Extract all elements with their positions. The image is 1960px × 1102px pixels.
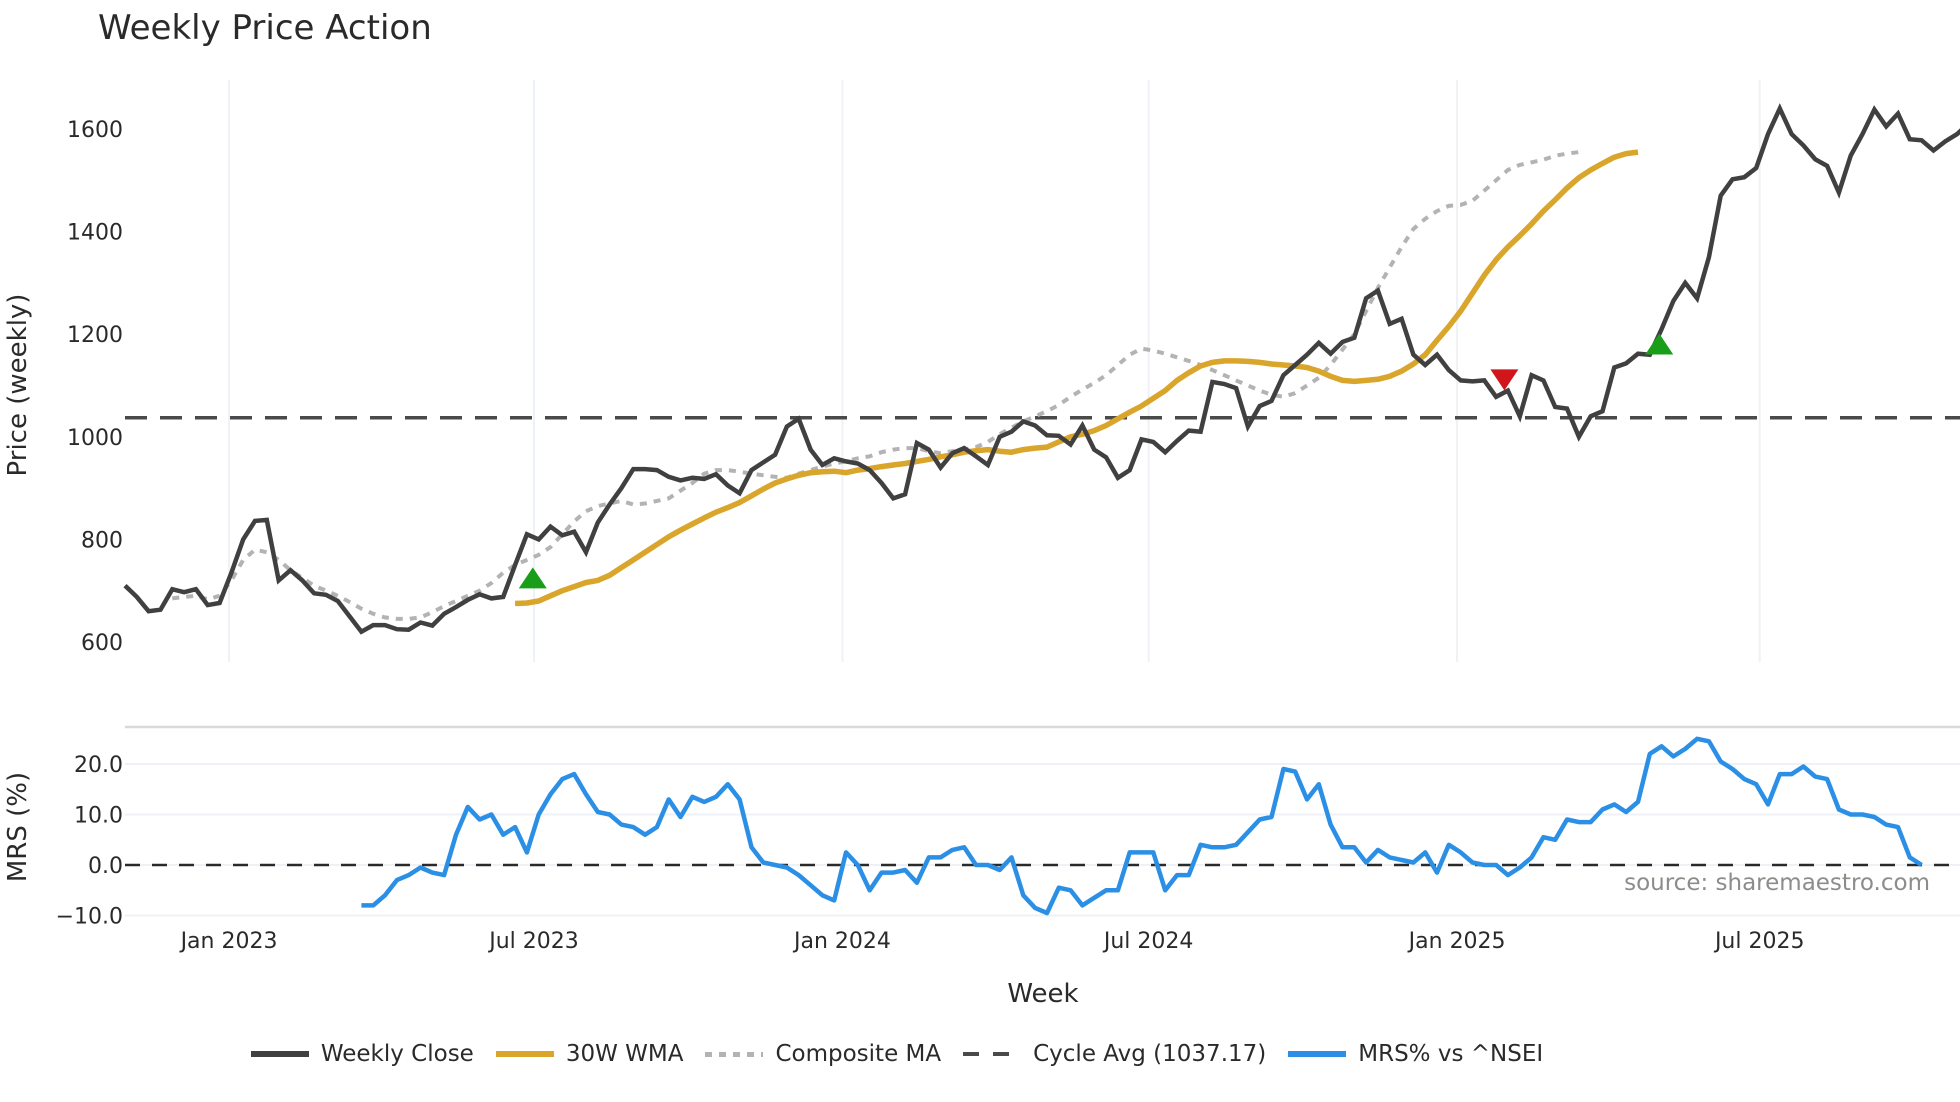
price-axis-ticks: 600 800 1000 1200 1400 1600 [67,118,123,656]
legend-label: Cycle Avg (1037.17) [1033,1041,1267,1067]
mrs-axis-ticks: −10.0 0.0 10.0 20.0 [56,753,123,930]
x-axis-title: Week [1007,979,1078,1009]
legend-label: 30W WMA [565,1041,684,1067]
mrs-tick-label: 10.0 [74,804,123,829]
x-tick-label: Jan 2023 [179,929,278,954]
legend-item-mrs[interactable]: MRS% vs ^NSEI [1288,1041,1543,1067]
x-tick-label: Jan 2025 [1407,929,1506,954]
sell-triangle-icon [1490,369,1519,391]
price-tick-label: 1600 [67,118,123,143]
buy-triangle-icon [1645,333,1674,355]
weekly-close-line [123,103,1960,635]
legend-item-cycle-avg[interactable]: Cycle Avg (1037.17) [963,1041,1266,1067]
legend-item-composite-ma[interactable]: Composite MA [705,1041,941,1067]
signal-markers [518,333,1674,589]
mrs-tick-label: 0.0 [88,854,123,879]
price-tick-label: 800 [81,528,123,553]
mrs-line [361,736,1923,916]
mrs-tick-label: −10.0 [56,905,123,930]
source-label: source: sharemaestro.com [1624,870,1930,896]
price-gridlines [228,80,1761,662]
buy-triangle-icon [518,567,547,589]
chart-title: Weekly Price Action [98,8,432,48]
x-tick-label: Jan 2024 [792,929,891,954]
mrs-axis-title: MRS (%) [3,772,33,882]
price-tick-label: 1200 [67,323,123,348]
weekly-close-swatch-icon [250,1051,309,1057]
legend-label: MRS% vs ^NSEI [1358,1041,1544,1067]
price-tick-label: 1000 [67,426,123,451]
mrs-tick-label: 20.0 [74,753,123,778]
legend-item-weekly-close[interactable]: Weekly Close [250,1041,474,1067]
wma-30w-line [514,149,1639,607]
price-tick-label: 1400 [67,221,123,246]
price-tick-label: 600 [81,631,123,656]
x-tick-label: Jul 2023 [487,929,579,954]
x-axis-ticks: Jan 2023 Jul 2023 Jan 2024 Jul 2024 Jan 2025… [179,929,1805,954]
price-axis-title: Price (weekly) [3,294,33,477]
composite-ma-line [172,150,1580,621]
cycle-swatch-icon [963,1052,1022,1056]
composite-swatch-icon [705,1051,764,1057]
mrs-swatch-icon [1288,1051,1347,1057]
wma-swatch-icon [495,1051,554,1057]
x-tick-label: Jul 2025 [1713,929,1805,954]
legend-label: Weekly Close [320,1041,474,1067]
x-tick-label: Jul 2024 [1102,929,1194,954]
legend: Weekly Close 30W WMA Composite MA Cycle … [0,1036,1877,1072]
legend-label: Composite MA [775,1041,942,1067]
legend-item-30w-wma[interactable]: 30W WMA [495,1041,684,1067]
